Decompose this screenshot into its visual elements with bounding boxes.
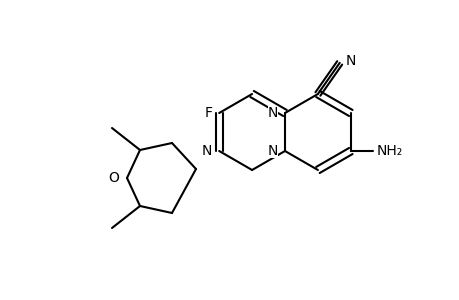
Text: N: N: [267, 106, 277, 120]
Text: F: F: [204, 106, 212, 120]
Text: N: N: [267, 144, 277, 158]
Text: N: N: [202, 144, 212, 158]
Text: NH₂: NH₂: [376, 144, 402, 158]
Text: O: O: [108, 171, 119, 185]
Text: N: N: [345, 54, 355, 68]
